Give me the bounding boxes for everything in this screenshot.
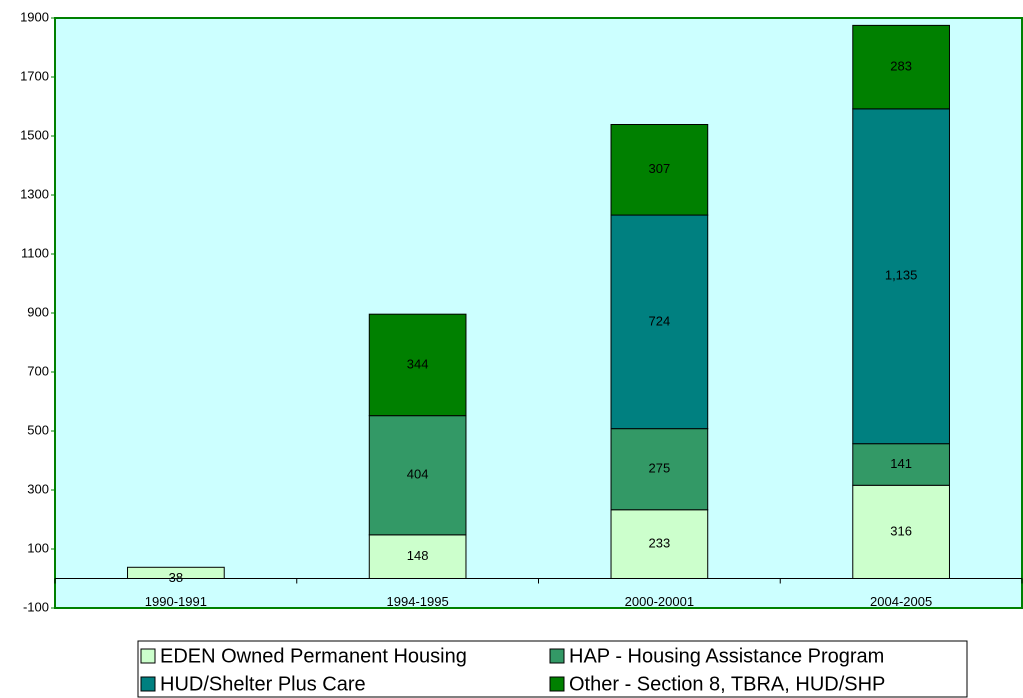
bar-segment	[610, 214, 709, 430]
y-tick-label: 300	[27, 481, 49, 496]
y-tick-label: 100	[27, 540, 49, 555]
y-tick-label: 1900	[20, 9, 49, 24]
y-tick-label: 1700	[20, 68, 49, 83]
legend-label: EDEN Owned Permanent Housing	[160, 645, 467, 667]
bar-segment	[610, 509, 709, 580]
bar-segment	[368, 415, 467, 536]
x-tick-label: 1994-1995	[387, 594, 449, 609]
y-tick-label: 900	[27, 304, 49, 319]
x-tick-label: 1990-1991	[145, 594, 207, 609]
legend-swatch	[549, 676, 565, 692]
bar-segment	[368, 313, 467, 417]
data-label: 141	[890, 456, 912, 471]
legend-label: HAP - Housing Assistance Program	[569, 645, 884, 667]
data-label: 344	[407, 356, 429, 371]
data-label: 275	[649, 461, 671, 476]
legend-swatch	[140, 676, 156, 692]
data-label: 316	[890, 523, 912, 538]
bar-segment	[127, 566, 225, 579]
data-label: 307	[649, 161, 671, 176]
legend-swatch	[140, 648, 156, 664]
y-tick-label: 1300	[20, 186, 49, 201]
bar-segment	[852, 484, 950, 579]
bar-segment	[610, 123, 709, 216]
x-tick-label: 2004-2005	[870, 594, 932, 609]
data-label: 233	[649, 536, 671, 551]
data-label: 38	[169, 570, 183, 585]
y-tick-label: 500	[27, 422, 49, 437]
x-tick-label: 2000-20001	[625, 594, 694, 609]
data-label: 283	[890, 59, 912, 74]
legend-label: Other - Section 8, TBRA, HUD/SHP	[569, 673, 885, 695]
y-tick-label: 1100	[21, 245, 49, 260]
data-label: 148	[407, 548, 429, 563]
data-label: 404	[407, 467, 429, 482]
bar-segment	[610, 428, 709, 511]
y-tick-label: 700	[27, 363, 49, 378]
y-tick-label: 1500	[20, 127, 49, 142]
y-tick-label: -100	[23, 599, 49, 614]
bar-segment	[368, 534, 467, 580]
legend-swatch	[549, 648, 565, 664]
bar-segment	[852, 24, 950, 110]
legend-label: HUD/Shelter Plus Care	[160, 673, 366, 695]
data-label: 724	[649, 313, 671, 328]
data-label: 1,135	[885, 268, 918, 283]
bar-segment	[852, 443, 950, 486]
